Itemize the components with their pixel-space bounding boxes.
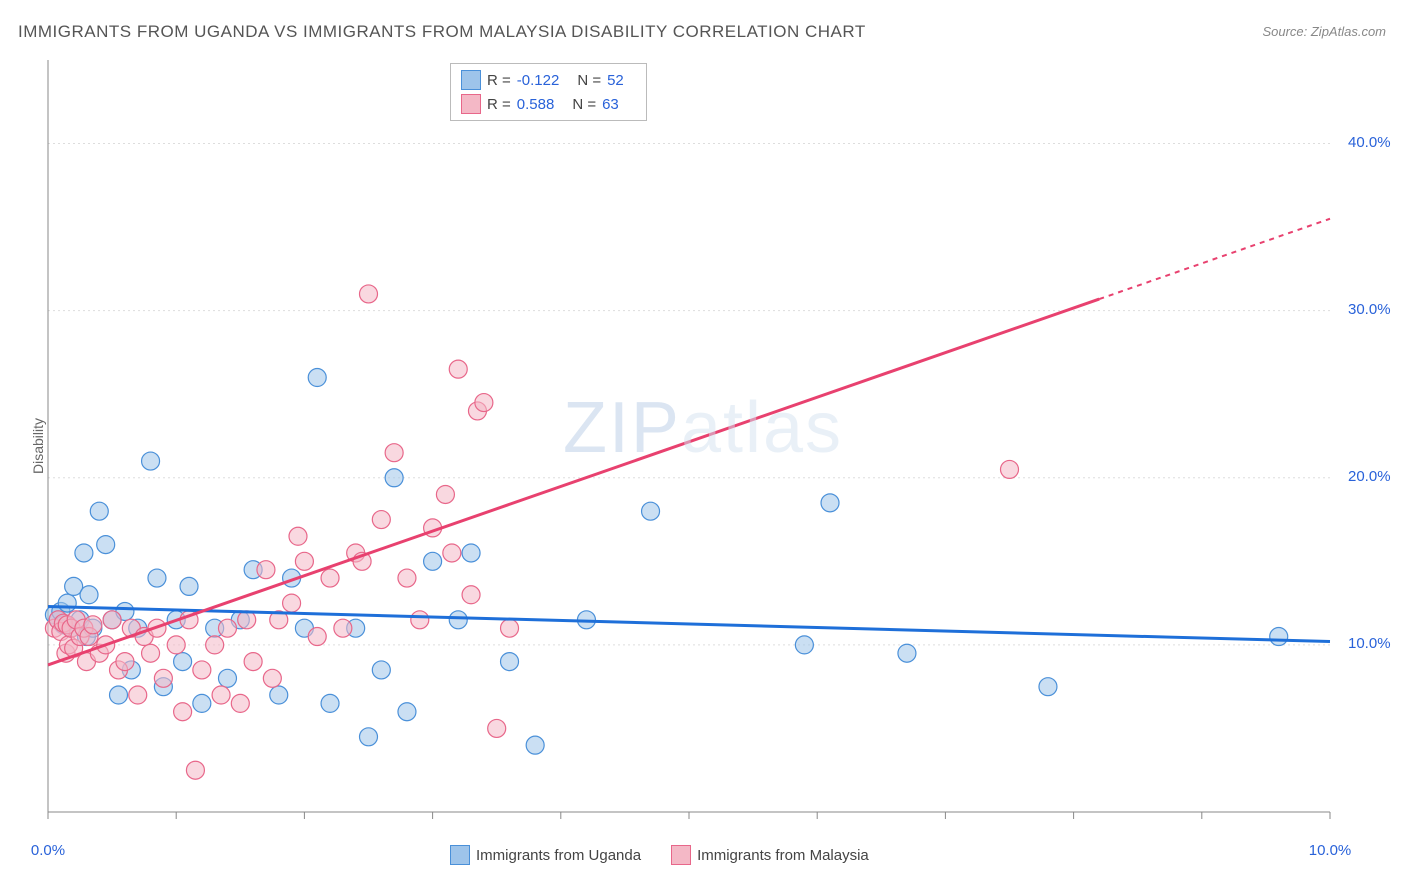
series-legend: Immigrants from Uganda Immigrants from Ma… (450, 845, 889, 865)
y-tick-label: 30.0% (1348, 301, 1391, 318)
y-tick-label: 20.0% (1348, 468, 1391, 485)
x-tick-label: 0.0% (31, 842, 65, 859)
y-tick-label: 10.0% (1348, 635, 1391, 652)
correlation-legend: R = -0.122N = 52R = 0.588N = 63 (450, 63, 647, 121)
y-tick-label: 40.0% (1348, 134, 1391, 151)
x-tick-label: 10.0% (1309, 842, 1352, 859)
legend-series-item: Immigrants from Malaysia (671, 845, 869, 865)
scatter-chart (0, 0, 1406, 892)
legend-series-item: Immigrants from Uganda (450, 845, 641, 865)
legend-stat-row: R = 0.588N = 63 (461, 92, 636, 116)
legend-stat-row: R = -0.122N = 52 (461, 68, 636, 92)
